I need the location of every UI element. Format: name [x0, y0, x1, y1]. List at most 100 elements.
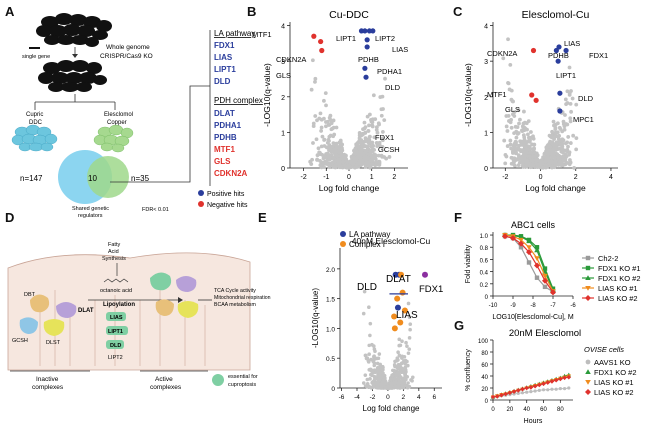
series-marker: [526, 238, 532, 244]
background-point: [314, 137, 319, 142]
background-point: [555, 152, 560, 157]
chart-title: 40nM Elesclomol-Cu: [352, 236, 431, 246]
background-point: [351, 162, 356, 167]
legend-marker: [585, 369, 591, 374]
background-point: [520, 142, 524, 147]
point-label: FDX1: [419, 284, 443, 295]
background-point: [361, 153, 366, 158]
series-marker: [537, 382, 542, 388]
panel-letter-g: G: [454, 318, 464, 333]
series-marker: [545, 380, 551, 385]
background-point: [377, 371, 382, 375]
legend-label: Ch2-2: [598, 254, 618, 263]
x-tick-label: -10: [489, 303, 498, 309]
background-point: [324, 103, 328, 108]
hit-point: [399, 289, 406, 296]
series-marker: [554, 387, 558, 391]
tca-label-3: BCAA metabolism: [214, 302, 256, 308]
y-tick-label: 2.0: [326, 267, 335, 274]
background-point: [529, 164, 534, 169]
background-point: [367, 352, 371, 356]
background-point: [377, 378, 381, 383]
background-point: [517, 121, 521, 126]
background-point: [369, 386, 374, 390]
y-tick-label: 4: [484, 24, 488, 31]
background-point: [363, 136, 368, 141]
lipt1-label: LIPT1: [108, 329, 123, 335]
x-tick-label: -2: [370, 394, 376, 401]
background-point: [408, 322, 413, 327]
background-point: [516, 153, 521, 158]
background-point: [319, 144, 324, 149]
series-marker: [494, 394, 500, 399]
point-label: GLS: [505, 105, 520, 114]
background-point: [403, 372, 408, 377]
background-point: [363, 353, 368, 358]
inactive-label-1: Inactive: [36, 376, 59, 383]
legend-label: FDX1 KO #1: [598, 264, 641, 273]
background-point: [408, 327, 412, 332]
background-point: [508, 138, 513, 143]
background-point: [553, 127, 558, 132]
background-point: [409, 378, 413, 382]
legend-label: FDX1 KO #2: [598, 274, 641, 283]
background-point: [516, 108, 521, 113]
series-marker: [515, 388, 521, 393]
split-lines: [34, 94, 116, 110]
background-point: [344, 157, 348, 161]
background-point: [397, 337, 402, 342]
hit-point: [362, 28, 368, 34]
background-point: [404, 340, 408, 345]
background-point: [405, 344, 409, 348]
tca-label-1: TCA Cycle activity: [214, 288, 256, 294]
background-point: [407, 347, 412, 351]
series-marker: [534, 275, 540, 280]
legend-label: LIAS KO #2: [594, 388, 634, 397]
background-point: [367, 343, 372, 348]
x-tick-label: 40: [523, 407, 530, 413]
background-point: [507, 87, 512, 92]
background-point: [365, 356, 370, 360]
essential-legend-dot: [212, 374, 224, 386]
series-marker: [516, 391, 520, 395]
legend-label: LIAS KO #1: [594, 378, 634, 387]
background-point: [372, 357, 376, 362]
background-point: [377, 161, 382, 166]
panel-letter-f: F: [454, 210, 462, 225]
background-point: [571, 133, 576, 138]
background-point: [309, 87, 314, 92]
background-point: [327, 153, 332, 158]
point-label: DLD: [578, 94, 594, 103]
background-point: [387, 155, 392, 159]
background-point: [382, 378, 387, 382]
y-axis-label: Fold viability: [465, 244, 472, 283]
background-point: [550, 140, 555, 145]
x-tick-label: -6: [570, 303, 576, 309]
x-axis-label: Log fold change: [525, 183, 586, 193]
y-tick-label: 40: [481, 375, 488, 381]
screen-label-1: Whole genome: [106, 44, 150, 51]
legend-label: LIAS KO #2: [598, 294, 638, 303]
background-point: [552, 123, 556, 128]
eles-label-2: Copper: [107, 120, 127, 126]
y-tick-label: 3: [484, 59, 488, 66]
x-tick-label: 0: [491, 407, 495, 413]
background-point: [514, 148, 518, 153]
y-tick-label: 80: [481, 351, 488, 357]
legend-pos-label: Positive hits: [207, 191, 245, 198]
background-point: [376, 153, 381, 158]
series-marker: [553, 377, 559, 383]
background-point: [521, 133, 526, 138]
background-point: [572, 166, 577, 170]
legend-label: AAVS1 KO: [594, 358, 631, 367]
background-point: [556, 134, 561, 139]
background-point: [400, 354, 405, 359]
background-point: [334, 125, 339, 130]
chart-g: 0 20 40 60 80 0 20 40 60 80 100 Hours % confluency 20…: [465, 328, 637, 425]
y-tick-label: 0: [484, 166, 488, 173]
x-tick-label: -1: [323, 174, 329, 181]
cell-cluster-bottom: [38, 60, 107, 92]
background-point: [327, 134, 332, 139]
point-label: MTF1: [252, 30, 272, 39]
chart-f: -10 -9 -8 -7 -6 0 0.2 0.4 0.6 0.8 1.0 LOG10[Elesclo…: [465, 220, 641, 321]
